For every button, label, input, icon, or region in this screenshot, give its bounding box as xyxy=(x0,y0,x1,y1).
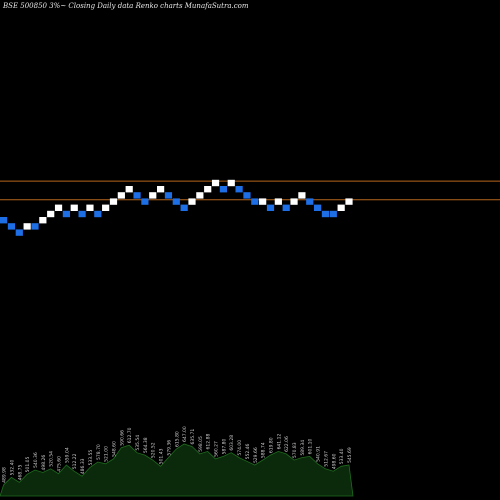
renko-brick-up xyxy=(259,198,267,205)
renko-brick-down xyxy=(0,217,8,224)
volume-label: 498.26 xyxy=(41,455,47,471)
renko-brick-up xyxy=(102,204,110,211)
renko-brick-down xyxy=(62,210,70,218)
volume-label: 533.55 xyxy=(88,450,94,466)
volume-label: 560.27 xyxy=(214,441,220,457)
renko-brick-down xyxy=(282,204,290,211)
volume-label: 601.10 xyxy=(308,438,314,454)
volume-label: 532.40 xyxy=(9,460,15,476)
renko-brick-down xyxy=(266,204,275,211)
volume-label: 641.12 xyxy=(276,434,282,450)
renko-brick-up xyxy=(196,192,204,199)
renko-brick-down xyxy=(219,186,227,193)
renko-brick-up xyxy=(109,198,118,205)
renko-brick-up xyxy=(298,192,306,199)
renko-brick-up xyxy=(290,198,298,205)
volume-label: 622.06 xyxy=(284,436,290,452)
volume-label: 512.67 xyxy=(323,451,329,467)
volume-label: 570.83 xyxy=(292,442,298,458)
renko-brick-up xyxy=(117,192,125,199)
renko-brick-up xyxy=(204,186,212,193)
renko-brick-up xyxy=(227,179,235,187)
renko-brick-down xyxy=(321,210,330,218)
volume-label: 619.80 xyxy=(269,437,275,453)
volume-label: 564.38 xyxy=(143,437,149,453)
renko-brick-down xyxy=(141,198,149,205)
renko-brick-down xyxy=(235,186,243,193)
volume-label: 612.88 xyxy=(206,434,212,450)
volume-label: 501.43 xyxy=(159,448,165,464)
renko-brick-up xyxy=(23,223,31,230)
volume-label: 475.60 xyxy=(57,456,63,472)
renko-brick-up xyxy=(70,204,78,211)
volume-area-path xyxy=(0,443,354,497)
renko-brick-down xyxy=(7,223,16,230)
renko-brick-down xyxy=(329,210,337,218)
volume-label: 552.46 xyxy=(245,443,251,459)
volume-label: 615.80 xyxy=(174,431,180,447)
volume-label: 647.00 xyxy=(182,426,188,442)
volume-label: 498.60 xyxy=(331,453,337,469)
renko-brick-down xyxy=(164,192,173,199)
renko-brick-down xyxy=(172,198,180,205)
renko-brick-down xyxy=(15,229,23,236)
volume-label: 520.54 xyxy=(49,451,55,467)
renko-brick-down xyxy=(251,198,259,205)
renko-brick-down xyxy=(180,204,188,211)
volume-label: 578.70 xyxy=(96,444,102,460)
volume-label: 589.34 xyxy=(300,440,306,456)
volume-label: 587.80 xyxy=(221,438,227,454)
volume-label: 588.74 xyxy=(261,442,267,458)
volume-label: 548.60 xyxy=(112,441,118,457)
renko-brick-up xyxy=(345,198,353,205)
renko-brick-down xyxy=(243,192,251,199)
renko-brick-up xyxy=(86,204,94,211)
volume-label: 598.05 xyxy=(198,436,204,452)
volume-label: 590.66 xyxy=(119,430,125,446)
volume-label: 529.66 xyxy=(253,447,259,463)
renko-brick-up xyxy=(211,179,220,187)
volume-label: 512.22 xyxy=(72,453,78,469)
renko-brick-up xyxy=(54,204,63,211)
volume-label: 603.28 xyxy=(229,435,235,451)
volume-label: 535.54 xyxy=(135,435,141,451)
renko-bricks xyxy=(0,179,353,236)
renko-brick-down xyxy=(133,192,141,199)
volume-label: 574.00 xyxy=(237,440,243,456)
renko-brick-up xyxy=(274,198,282,205)
volume-label: 540.36 xyxy=(33,452,39,468)
renko-brick-up xyxy=(149,192,157,199)
renko-brick-up xyxy=(188,198,196,205)
renko-brick-down xyxy=(306,198,314,205)
renko-brick-up xyxy=(157,186,165,193)
volume-label: 579.36 xyxy=(166,440,172,456)
volume-label: 520.52 xyxy=(151,442,157,458)
renko-brick-up xyxy=(337,204,345,211)
volume-label: 635.71 xyxy=(190,429,196,445)
renko-brick-up xyxy=(39,217,47,224)
volume-label: 559.04 xyxy=(64,447,70,463)
renko-brick-down xyxy=(314,204,322,211)
volume-label: 545.69 xyxy=(347,447,353,463)
renko-brick-down xyxy=(78,210,86,218)
reference-lines xyxy=(0,180,500,201)
chart-title: BSE 500850 3%~ Closing Daily data Renko … xyxy=(3,2,249,10)
volume-label: 533.40 xyxy=(339,448,345,464)
renko-brick-up xyxy=(125,186,133,193)
renko-brick-up xyxy=(47,210,55,218)
renko-brick-down xyxy=(94,210,102,218)
volume-label: 521.00 xyxy=(104,446,110,462)
volume-label: 612.70 xyxy=(127,427,133,443)
volume-label: 486.33 xyxy=(80,458,86,474)
renko-brick-down xyxy=(31,223,39,230)
volume-label: 540.91 xyxy=(316,446,322,462)
volume-area xyxy=(0,443,354,497)
volume-label: 489.98 xyxy=(2,467,8,483)
volume-label: 501.05 xyxy=(25,456,31,472)
volume-label: 468.75 xyxy=(17,464,23,480)
